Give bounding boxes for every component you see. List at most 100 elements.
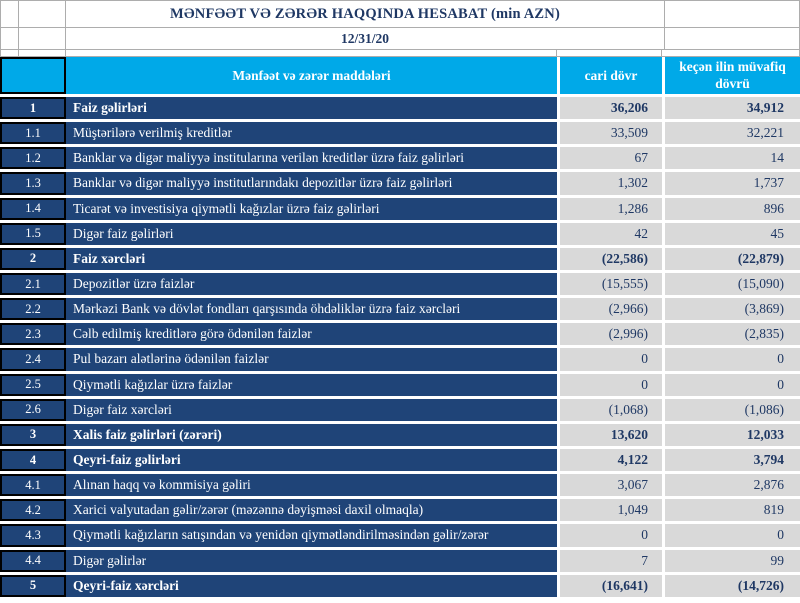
current-period-value-cell: 0 bbox=[560, 348, 662, 371]
previous-period-value-cell: (15,090) bbox=[665, 272, 800, 296]
table-row: 2.5 Qiymətli kağızlar üzrə faizlər 0 0 bbox=[0, 373, 800, 399]
current-period-value-cell: (1,068) bbox=[560, 398, 662, 421]
row-label-cell: Qeyri-faiz gəlirləri bbox=[66, 448, 557, 472]
previous-period-value-cell: (2,835) bbox=[665, 323, 800, 346]
previous-period-value-cell: 896 bbox=[665, 197, 800, 220]
previous-period-value-cell: 3,794 bbox=[665, 448, 800, 472]
row-label-cell: Faiz gəlirləri bbox=[66, 97, 557, 120]
previous-period-value-cell: 0 bbox=[665, 524, 800, 547]
column-gap bbox=[557, 423, 560, 446]
row-label-cell: Faiz xərcləri bbox=[66, 247, 557, 270]
spacer-cell bbox=[662, 50, 800, 57]
row-number-cell: 2.6 bbox=[0, 398, 66, 421]
row-label-cell: Digər gəlirlər bbox=[66, 549, 557, 572]
spacer-cell bbox=[19, 0, 66, 28]
column-gap bbox=[557, 57, 560, 94]
table-row: 1 Faiz gəlirləri 36,206 34,912 bbox=[0, 97, 800, 122]
column-gap bbox=[557, 348, 560, 371]
table-row: 1.4 Ticarət və investisiya qiymətli kağı… bbox=[0, 197, 800, 223]
current-period-value-cell: (16,641) bbox=[560, 574, 662, 597]
row-label-cell: Digər faiz gəlirləri bbox=[66, 222, 557, 245]
table-row: 4.4 Digər gəlirlər 7 99 bbox=[0, 549, 800, 575]
previous-period-value-cell: 1,737 bbox=[665, 172, 800, 195]
spacer-cell bbox=[665, 0, 800, 28]
current-period-value-cell: 36,206 bbox=[560, 97, 662, 120]
current-period-value-cell: 42 bbox=[560, 222, 662, 245]
column-gap bbox=[662, 272, 665, 296]
row-label-cell: Qiymətli kağızlar üzrə faizlər bbox=[66, 373, 557, 396]
column-gap bbox=[662, 398, 665, 421]
current-period-value-cell: 4,122 bbox=[560, 448, 662, 472]
column-gap bbox=[662, 448, 665, 472]
column-gap bbox=[557, 122, 560, 145]
current-period-value-cell: 1,302 bbox=[560, 172, 662, 195]
row-number-cell: 1.5 bbox=[0, 222, 66, 245]
row-label-cell: Xalis faiz gəlirləri (zərəri) bbox=[66, 423, 557, 446]
column-gap bbox=[557, 147, 560, 170]
current-period-value-cell: 0 bbox=[560, 524, 662, 547]
current-period-value-cell: 67 bbox=[560, 147, 662, 170]
column-gap bbox=[662, 298, 665, 321]
column-gap bbox=[557, 373, 560, 396]
column-gap bbox=[557, 172, 560, 195]
column-gap bbox=[557, 247, 560, 270]
column-gap bbox=[557, 272, 560, 296]
table-row: 4.2 Xarici valyutadan gəlir/zərər (məzən… bbox=[0, 499, 800, 524]
previous-period-value-cell: 45 bbox=[665, 222, 800, 245]
column-gap bbox=[662, 499, 665, 522]
column-gap bbox=[557, 197, 560, 220]
row-label-cell: Ticarət və investisiya qiymətli kağızlar… bbox=[66, 197, 557, 220]
column-gap bbox=[662, 172, 665, 195]
previous-period-value-cell: 0 bbox=[665, 348, 800, 371]
column-gap bbox=[557, 97, 560, 120]
column-gap bbox=[662, 57, 665, 94]
previous-period-value-cell: 819 bbox=[665, 499, 800, 522]
current-period-value-cell: (22,586) bbox=[560, 247, 662, 270]
previous-period-value-cell: (3,869) bbox=[665, 298, 800, 321]
row-label-cell: Xarici valyutadan gəlir/zərər (məzənnə d… bbox=[66, 499, 557, 522]
table-row: 2.4 Pul bazarı alətlərinə ödənilən faizl… bbox=[0, 348, 800, 373]
row-label-cell: Banklar və digər maliyyə institularına v… bbox=[66, 147, 557, 170]
row-number-cell: 1.1 bbox=[0, 122, 66, 145]
previous-period-column-header: keçən ilin müvafiq dövrü bbox=[665, 57, 800, 94]
items-column-header: Mənfəət və zərər maddələri bbox=[66, 57, 557, 94]
current-period-value-cell: 1,286 bbox=[560, 197, 662, 220]
current-period-value-cell: (2,996) bbox=[560, 323, 662, 346]
column-gap bbox=[662, 97, 665, 120]
spacer-cell bbox=[0, 0, 19, 28]
current-period-value-cell: 1,049 bbox=[560, 499, 662, 522]
column-gap bbox=[557, 323, 560, 346]
column-gap bbox=[557, 549, 560, 572]
row-number-cell: 2.5 bbox=[0, 373, 66, 396]
column-gap bbox=[662, 197, 665, 220]
report-title: MƏNFƏƏT VƏ ZƏRƏR HAQQINDA HESABAT (min A… bbox=[66, 0, 665, 28]
spacer-cell bbox=[19, 28, 66, 50]
table-row: 2.6 Digər faiz xərcləri (1,068) (1,086) bbox=[0, 398, 800, 424]
column-gap bbox=[662, 247, 665, 270]
table-row: 2.1 Depozitlər üzrə faizlər (15,555) (15… bbox=[0, 272, 800, 298]
column-gap bbox=[557, 298, 560, 321]
table-row: 2.2 Mərkəzi Bank və dövlət fondları qarş… bbox=[0, 298, 800, 323]
spacer-cell bbox=[19, 50, 66, 57]
row-number-cell: 2.2 bbox=[0, 298, 66, 321]
spacer-cell bbox=[665, 28, 800, 50]
row-label-cell: Digər faiz xərcləri bbox=[66, 398, 557, 421]
column-gap bbox=[557, 398, 560, 421]
previous-period-value-cell: 32,221 bbox=[665, 122, 800, 145]
row-label-cell: Müştərilərə verilmiş kreditlər bbox=[66, 122, 557, 145]
table-row: 4.1 Alınan haqq və kommisiya gəliri 3,06… bbox=[0, 474, 800, 499]
current-period-value-cell: (2,966) bbox=[560, 298, 662, 321]
table-row: 2 Faiz xərcləri (22,586) (22,879) bbox=[0, 247, 800, 273]
row-number-cell: 2 bbox=[0, 247, 66, 270]
spacer-row bbox=[0, 50, 800, 57]
column-gap bbox=[557, 574, 560, 597]
row-label-cell: Banklar və digər maliyyə institutlarında… bbox=[66, 172, 557, 195]
row-number-cell: 2.4 bbox=[0, 348, 66, 371]
column-gap bbox=[662, 122, 665, 145]
column-gap bbox=[557, 222, 560, 245]
column-gap bbox=[662, 323, 665, 346]
row-number-cell: 1.2 bbox=[0, 147, 66, 170]
table-row: 4.3 Qiymətli kağızların satışından və ye… bbox=[0, 524, 800, 549]
column-gap bbox=[662, 348, 665, 371]
column-gap bbox=[662, 423, 665, 446]
